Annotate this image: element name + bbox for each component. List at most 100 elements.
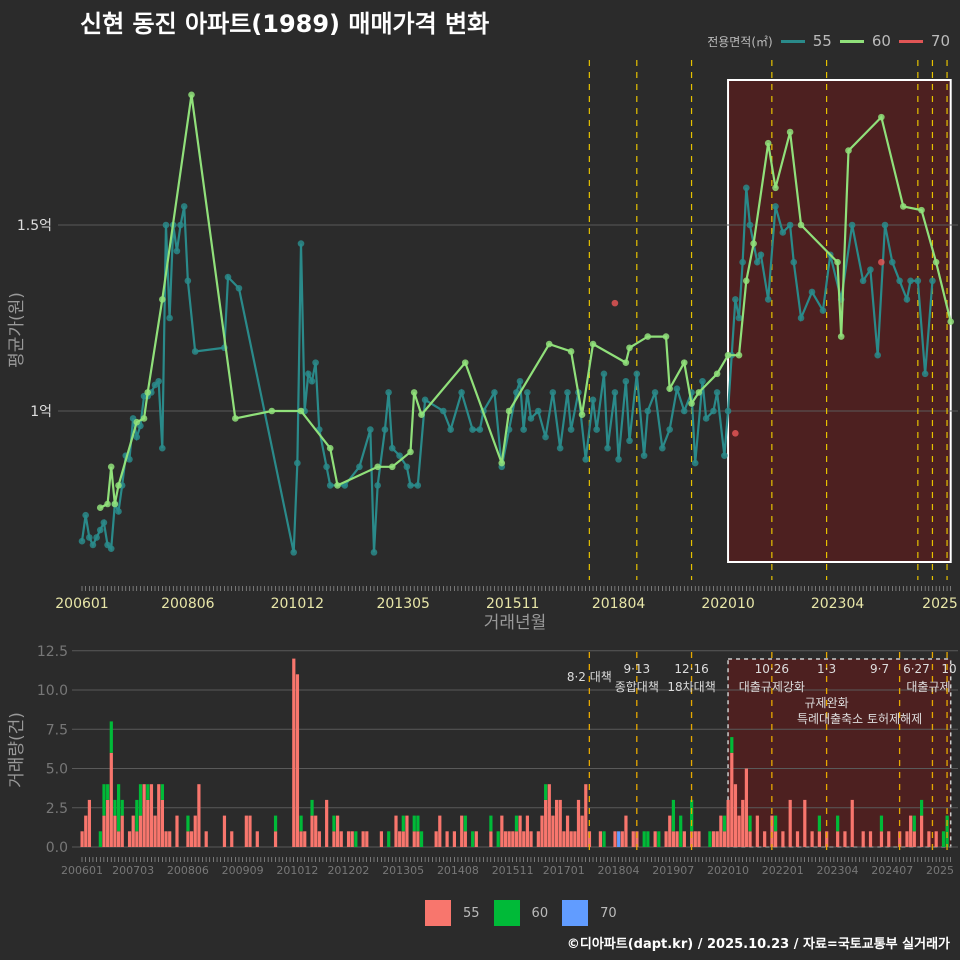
data-point-55: [772, 203, 779, 210]
data-point-60: [133, 418, 141, 426]
bar-55: [536, 831, 540, 847]
data-point-55: [859, 277, 867, 285]
y-axis-title: 거래량(건): [7, 712, 27, 788]
policy-name-label: 종합대책: [615, 679, 659, 694]
bar-55: [109, 752, 113, 847]
bar-55: [295, 674, 300, 847]
data-point-60: [498, 459, 506, 467]
bar-55: [774, 831, 778, 847]
bar-55: [135, 831, 139, 847]
bar-55: [693, 831, 697, 847]
policy-name-label: 18차대책: [667, 679, 715, 694]
data-point-60: [837, 333, 845, 340]
bar-60: [602, 831, 606, 847]
bar-55: [489, 831, 493, 847]
data-point-60: [724, 351, 732, 359]
data-point-55: [659, 444, 666, 452]
bar-55: [920, 815, 924, 847]
credit-caption: ©디아파트(dapt.kr) / 2025.10.23 / 자료=국토교통부 실…: [566, 937, 950, 952]
data-point-60: [622, 359, 630, 366]
bar-55: [755, 815, 759, 847]
bar-55: [299, 831, 303, 847]
bar-55: [365, 831, 369, 847]
data-point-60: [107, 463, 115, 471]
data-point-55: [764, 296, 772, 303]
bar-55: [795, 831, 800, 847]
data-point-55: [903, 296, 911, 303]
data-point-60: [545, 340, 553, 348]
data-point-55: [757, 251, 765, 259]
data-point-60: [505, 407, 513, 415]
data-point-55: [370, 549, 378, 556]
bar-55: [664, 831, 668, 847]
data-point-60: [845, 147, 852, 154]
bar-55: [445, 831, 449, 847]
data-point-55: [516, 377, 524, 385]
bar-55: [401, 831, 405, 847]
data-point-60: [297, 407, 305, 415]
x-tick-label: 202304: [817, 864, 859, 877]
y-axis-title: 평균가(원): [7, 292, 27, 368]
bar-55: [164, 831, 168, 847]
bar-55: [711, 831, 716, 847]
data-point-55: [86, 534, 93, 541]
bar-55: [149, 784, 154, 847]
bar-55: [361, 831, 365, 847]
data-point-55: [381, 426, 389, 433]
bar-55: [463, 831, 467, 847]
data-point-60: [96, 504, 104, 512]
data-point-55: [582, 456, 589, 463]
data-point-55: [184, 277, 192, 285]
bar-55: [748, 831, 752, 847]
bar-55: [825, 831, 829, 847]
x-tick-label: 200806: [161, 596, 215, 612]
data-point-55: [305, 370, 312, 378]
data-point-55: [622, 377, 630, 385]
bar-55: [584, 784, 588, 847]
bar-55: [317, 831, 321, 847]
data-point-55: [874, 351, 881, 359]
data-point-55: [235, 284, 243, 292]
bar-55: [562, 831, 566, 847]
bar-55: [781, 831, 785, 847]
bar-60: [722, 815, 727, 832]
data-point-55: [735, 314, 743, 322]
bar-55: [927, 831, 931, 847]
data-point-55: [527, 415, 535, 422]
bar-55: [558, 799, 562, 847]
bar-55: [887, 831, 891, 847]
bar-55: [810, 831, 814, 847]
bar-55: [346, 831, 351, 847]
y-tick-label: 12.5: [37, 644, 68, 660]
data-point-55: [640, 452, 648, 459]
data-point-55: [600, 370, 608, 378]
bar-60: [102, 784, 106, 816]
bar-55: [620, 831, 624, 847]
bar-60: [98, 831, 102, 847]
data-point-55: [191, 348, 199, 355]
bar-55: [80, 831, 84, 847]
data-point-60: [144, 389, 151, 396]
bar-60: [879, 815, 884, 832]
bar-55: [190, 831, 194, 847]
bar-55: [193, 815, 197, 847]
data-point-60: [688, 400, 695, 407]
data-point-55: [403, 463, 411, 471]
data-point-55: [224, 273, 232, 281]
bar-55: [613, 831, 617, 847]
data-point-55: [180, 203, 188, 210]
data-point-60: [899, 203, 907, 210]
data-point-55: [458, 389, 465, 396]
x-axis-title: 거래년월: [484, 613, 547, 633]
bar-55: [336, 815, 340, 847]
x-tick-label: 2025: [922, 596, 958, 612]
bar-60: [106, 784, 110, 800]
x-tick-label: 201804: [598, 864, 640, 877]
bar-55: [525, 815, 529, 847]
data-point-55: [356, 463, 363, 471]
bar-55: [529, 831, 533, 847]
y-tick-label: 1.5억: [17, 218, 52, 234]
data-point-55: [779, 229, 787, 236]
data-point-55: [680, 407, 688, 415]
bar-55: [934, 831, 938, 847]
